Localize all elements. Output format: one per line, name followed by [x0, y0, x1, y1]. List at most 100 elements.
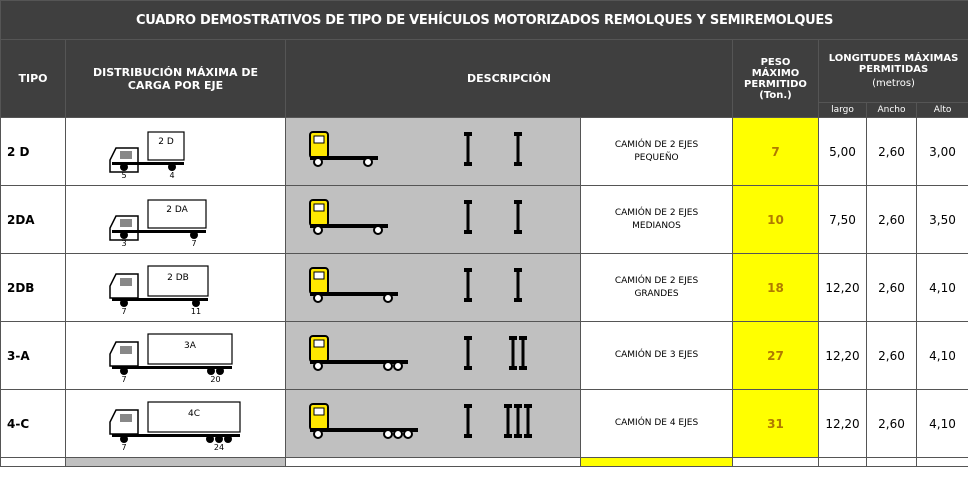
truck-diagram: 3A 7 20 — [108, 332, 233, 384]
wheel — [119, 230, 128, 239]
table-row: 3-A 3A 7 20 CAMIÓN DE 3 EJES 27 12,20 2,60 4,10 — [0, 321, 968, 390]
description-cell: CAMIÓN DE 3 EJES — [580, 321, 733, 390]
ancho-cell: 2,60 — [866, 321, 917, 390]
truck-label: 4C — [187, 409, 199, 419]
chassis-bar — [310, 155, 378, 160]
cargo-box — [146, 130, 185, 161]
cargo-box — [146, 264, 209, 297]
vehicle-icon — [309, 130, 522, 167]
chassis-bar — [310, 359, 408, 364]
front-load: 5 — [121, 171, 126, 180]
truck-label: 2 DB — [167, 273, 189, 283]
icon-wheel — [393, 428, 403, 439]
axle-bar — [516, 131, 520, 166]
truck-diagram: 2 D 5 4 — [108, 130, 185, 180]
ancho-cell: 2,60 — [866, 389, 917, 458]
alto-cell: 4,10 — [915, 389, 968, 458]
tipo-cell: 4-C — [0, 389, 66, 458]
wheel — [205, 434, 214, 443]
truck-diagram: 2 DA 3 7 — [108, 198, 207, 248]
icon-wheel — [363, 156, 373, 167]
truck-diagram: 4C 7 24 — [108, 400, 241, 452]
peso-cell: 27 — [732, 321, 819, 390]
tipo-cell: 2 D — [0, 117, 66, 186]
description-cell: CAMIÓN DE 2 EJES PEQUEÑO — [580, 117, 733, 186]
icon-wheel — [313, 360, 323, 371]
wheel — [223, 434, 232, 443]
wheel — [191, 298, 200, 307]
longitudes-unit: (metros) — [872, 78, 915, 89]
alto-cell: 4,10 — [915, 321, 968, 390]
front-load: 3 — [121, 239, 126, 248]
ancho-cell: 2,60 — [866, 117, 917, 186]
icon-wheel — [313, 156, 323, 167]
icon-wheel — [313, 428, 323, 439]
distribution-cell: 2 D 5 4 — [65, 117, 286, 186]
distribution-cell: 4C 7 24 — [65, 389, 286, 458]
cab-glass — [313, 407, 325, 415]
axle-bar — [516, 199, 520, 234]
empty-cell — [0, 457, 66, 467]
description-image-cell — [285, 389, 581, 458]
empty-cell — [732, 457, 819, 467]
axle-bar — [466, 403, 470, 438]
peso-cell: 10 — [732, 185, 819, 254]
chassis — [111, 161, 184, 165]
axle-bottom — [524, 433, 532, 438]
icon-wheel — [393, 360, 403, 371]
wheel — [206, 366, 215, 375]
alto-cell: 3,00 — [915, 117, 968, 186]
peso-cell: 31 — [732, 389, 819, 458]
axle-bottom — [519, 365, 527, 370]
axle-bottom — [464, 229, 472, 234]
tipo-cell: 2DA — [0, 185, 66, 254]
truck-label: 3A — [184, 341, 197, 351]
chassis-bar — [310, 291, 398, 296]
header-largo: largo — [818, 102, 867, 118]
icon-wheel — [383, 428, 393, 439]
axle-bar — [506, 403, 510, 438]
truck-diagram: 2 DB 7 11 — [108, 264, 209, 316]
icon-wheel — [383, 360, 393, 371]
vehicle-icon — [309, 402, 532, 439]
peso-cell: 18 — [732, 253, 819, 322]
largo-cell: 5,00 — [818, 117, 867, 186]
cab-glass — [313, 135, 325, 143]
largo-cell: 12,20 — [818, 389, 867, 458]
chassis — [111, 297, 208, 301]
axle-bottom — [514, 297, 522, 302]
largo-cell: 7,50 — [818, 185, 867, 254]
icon-wheel — [403, 428, 413, 439]
axle-bottom — [504, 433, 512, 438]
cab-window — [119, 277, 132, 286]
largo-cell: 12,20 — [818, 253, 867, 322]
tipo-cell: 3-A — [0, 321, 66, 390]
rear-load: 11 — [190, 307, 200, 316]
table-row: 2 D 2 D 5 4 CAMIÓN DE 2 EJES PEQUEÑO 7 5,00 2,6… — [0, 117, 968, 186]
cab-glass — [313, 271, 325, 279]
table-row: 2DA 2 DA 3 7 CAMIÓN DE 2 EJES MEDIANOS 10 7,50… — [0, 185, 968, 254]
vehicle-table: CUADRO DEMOSTRATIVOS DE TIPO DE VEHÍCULO… — [0, 0, 968, 467]
truck-label: 2 DA — [166, 205, 188, 215]
axle-bottom — [464, 365, 472, 370]
header-distribucion: DISTRIBUCIÓN MÁXIMA DE CARGA POR EJE — [65, 39, 286, 118]
cab-window — [119, 413, 132, 422]
peso-cell: 7 — [732, 117, 819, 186]
cab-window — [119, 218, 132, 227]
icon-wheel — [313, 292, 323, 303]
axle-bottom — [514, 433, 522, 438]
icon-wheel — [313, 224, 323, 235]
empty-cell — [818, 457, 867, 467]
cargo-box — [146, 198, 207, 229]
empty-cell — [65, 457, 286, 467]
ancho-cell: 2,60 — [866, 185, 917, 254]
wheel — [119, 162, 128, 171]
front-load: 7 — [121, 375, 126, 384]
distribution-cell: 2 DB 7 11 — [65, 253, 286, 322]
axle-bar — [466, 131, 470, 166]
axle-bottom — [464, 433, 472, 438]
alto-cell: 4,10 — [915, 253, 968, 322]
header-descripcion: DESCRIPCIÓN — [285, 39, 733, 118]
